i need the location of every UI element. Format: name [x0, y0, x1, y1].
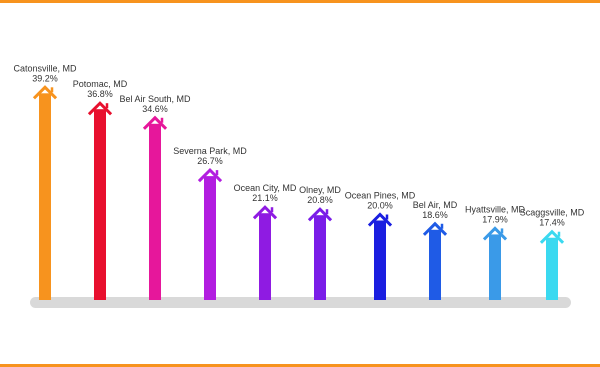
bar — [94, 109, 106, 300]
roof — [197, 167, 223, 183]
value-label: 17.9% — [482, 214, 508, 224]
value-label: 20.8% — [307, 195, 333, 205]
roof — [422, 221, 448, 236]
data-label: Catonsville, MD 39.2% — [13, 63, 77, 83]
value-label: 39.2% — [32, 73, 58, 83]
bar — [374, 220, 386, 300]
value-label: 34.6% — [142, 104, 168, 114]
roof — [142, 115, 168, 130]
roof — [252, 205, 278, 220]
value-label: 21.1% — [252, 193, 278, 203]
category-label: Hyattsville, MD — [465, 204, 526, 214]
data-label: Scaggsville, MD 17.4% — [520, 208, 585, 228]
bottom-border — [0, 364, 600, 367]
category-label: Potomac, MD — [73, 79, 128, 89]
data-label: Ocean City, MD 21.1% — [234, 183, 297, 203]
roof — [367, 212, 393, 227]
category-label: Bel Air South, MD — [119, 94, 191, 104]
roof — [482, 226, 508, 241]
data-label: Bel Air South, MD 34.6% — [119, 94, 191, 114]
data-label: Severna Park, MD 26.7% — [173, 146, 247, 166]
data-label: Ocean Pines, MD 20.0% — [345, 191, 416, 211]
data-label: Bel Air, MD 18.6% — [413, 200, 458, 220]
bar — [204, 176, 216, 300]
roof — [307, 207, 333, 222]
roof — [32, 85, 58, 100]
value-label: 26.7% — [197, 156, 223, 166]
bar — [259, 213, 271, 300]
roof — [539, 229, 565, 244]
bar — [489, 234, 501, 300]
category-label: Bel Air, MD — [413, 200, 458, 210]
value-label: 36.8% — [87, 89, 113, 99]
category-label: Severna Park, MD — [173, 146, 247, 156]
category-label: Ocean Pines, MD — [345, 191, 416, 201]
bar — [314, 215, 326, 300]
value-label: 20.0% — [367, 201, 393, 211]
category-label: Ocean City, MD — [234, 183, 297, 193]
bar — [149, 123, 161, 301]
bar — [39, 93, 51, 300]
data-label: Potomac, MD 36.8% — [73, 79, 128, 99]
bar — [429, 229, 441, 300]
category-label: Catonsville, MD — [13, 63, 77, 73]
bar — [546, 237, 558, 300]
data-label: Olney, MD 20.8% — [299, 185, 341, 205]
category-label: Olney, MD — [299, 185, 341, 195]
category-label: Scaggsville, MD — [520, 208, 585, 218]
data-label: Hyattsville, MD 17.9% — [465, 204, 526, 224]
roof — [87, 101, 113, 116]
top-border — [0, 0, 600, 3]
value-label: 17.4% — [539, 218, 565, 228]
value-label: 18.6% — [422, 210, 448, 220]
